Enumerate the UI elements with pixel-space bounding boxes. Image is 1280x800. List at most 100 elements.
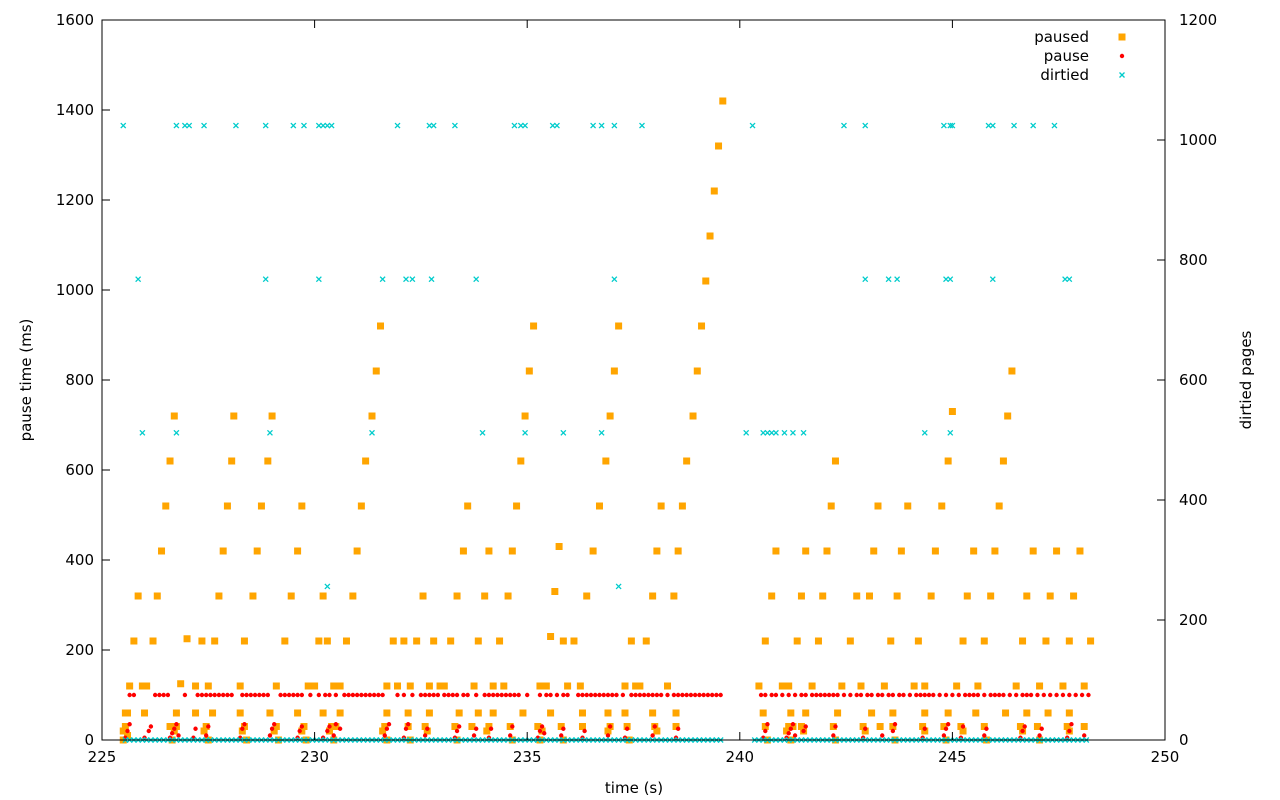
pause-point — [450, 692, 455, 698]
dirtied-point — [409, 276, 416, 283]
paused-point — [253, 547, 261, 555]
pause-point — [863, 726, 868, 731]
pause-point — [346, 692, 351, 698]
x-tick-label: 225 — [88, 748, 117, 766]
paused-point — [451, 723, 459, 730]
dirtied-point — [772, 429, 779, 436]
pause-point — [220, 692, 226, 698]
paused-point — [670, 592, 678, 600]
paused-point — [959, 727, 967, 735]
paused-point — [481, 592, 489, 600]
pause-point — [427, 692, 432, 698]
pause-point — [456, 724, 462, 729]
pause-point — [561, 726, 566, 731]
pause-point — [907, 692, 913, 698]
pause-point — [637, 692, 643, 698]
paused-point — [789, 723, 797, 730]
paused-point — [1044, 709, 1052, 717]
pause-point — [582, 728, 587, 734]
pause-point — [1041, 692, 1047, 698]
dirtied-point — [611, 276, 618, 283]
paused-point — [240, 723, 248, 730]
paused-point — [768, 592, 776, 600]
pause-point — [769, 692, 774, 698]
pause-point — [199, 692, 205, 698]
pause-point — [203, 692, 209, 698]
paused-point — [423, 727, 431, 735]
pause-point — [835, 692, 840, 698]
paused-point — [632, 682, 640, 690]
paused-point — [121, 723, 129, 730]
pause-point — [697, 692, 702, 698]
dirtied-point — [428, 276, 435, 283]
paused-point — [1059, 682, 1067, 690]
paused-point — [610, 367, 618, 375]
pause-point — [780, 692, 785, 698]
pause-point — [1022, 724, 1027, 729]
paused-point — [230, 412, 238, 420]
paused-point — [838, 682, 846, 690]
pause-point — [1024, 692, 1030, 698]
paused-point — [921, 709, 929, 717]
paused-point — [861, 727, 869, 735]
paused-point — [349, 592, 357, 600]
paused-point — [517, 457, 525, 465]
paused-point — [919, 723, 927, 730]
paused-point — [377, 322, 385, 330]
paused-point — [257, 502, 265, 510]
paused-point — [772, 547, 780, 555]
pause-point — [588, 692, 594, 698]
paused-point — [857, 682, 865, 690]
y-tick-label: 600 — [65, 461, 94, 479]
dirtied-point — [266, 429, 273, 436]
pause-point — [680, 692, 685, 698]
pause-point — [229, 692, 234, 698]
pause-point — [610, 692, 615, 698]
paused-point — [831, 457, 839, 465]
paused-point — [379, 727, 387, 735]
paused-point — [583, 592, 591, 600]
paused-point — [192, 682, 200, 690]
pause-point — [542, 731, 547, 736]
pause-point — [278, 692, 283, 698]
pause-point — [765, 722, 770, 727]
paused-point — [474, 709, 482, 717]
pause-point — [327, 724, 332, 729]
dirtied-point — [290, 122, 297, 129]
paused-point — [1076, 547, 1084, 555]
dirtied-point — [560, 429, 567, 436]
paused-point — [1002, 709, 1010, 717]
pause-point — [127, 692, 132, 698]
pause-point — [146, 728, 151, 734]
pause-point — [1020, 692, 1025, 698]
pause-point — [576, 692, 581, 698]
paused-point — [604, 709, 612, 717]
pause-point — [814, 692, 819, 698]
paused-point — [389, 637, 397, 645]
pause-point — [658, 692, 664, 698]
paused-point — [264, 457, 272, 465]
pause-point — [516, 692, 521, 698]
pause-point — [465, 692, 470, 698]
paused-point — [1065, 709, 1073, 717]
pause-point — [831, 733, 836, 738]
paused-point — [972, 709, 980, 717]
pause-point — [786, 692, 791, 698]
paused-point — [483, 727, 491, 735]
dirtied-point — [139, 429, 146, 436]
pause-point — [172, 726, 177, 731]
pause-point — [248, 692, 254, 698]
paused-point — [555, 543, 563, 550]
paused-point — [372, 367, 380, 375]
pause-point — [1082, 733, 1087, 738]
paused-point — [672, 709, 680, 717]
pause-point — [854, 692, 859, 698]
paused-point — [121, 709, 129, 717]
x-axis-title: time (s) — [605, 779, 663, 797]
pause-point — [386, 722, 392, 727]
paused-point — [606, 412, 614, 420]
paused-point — [240, 637, 248, 645]
